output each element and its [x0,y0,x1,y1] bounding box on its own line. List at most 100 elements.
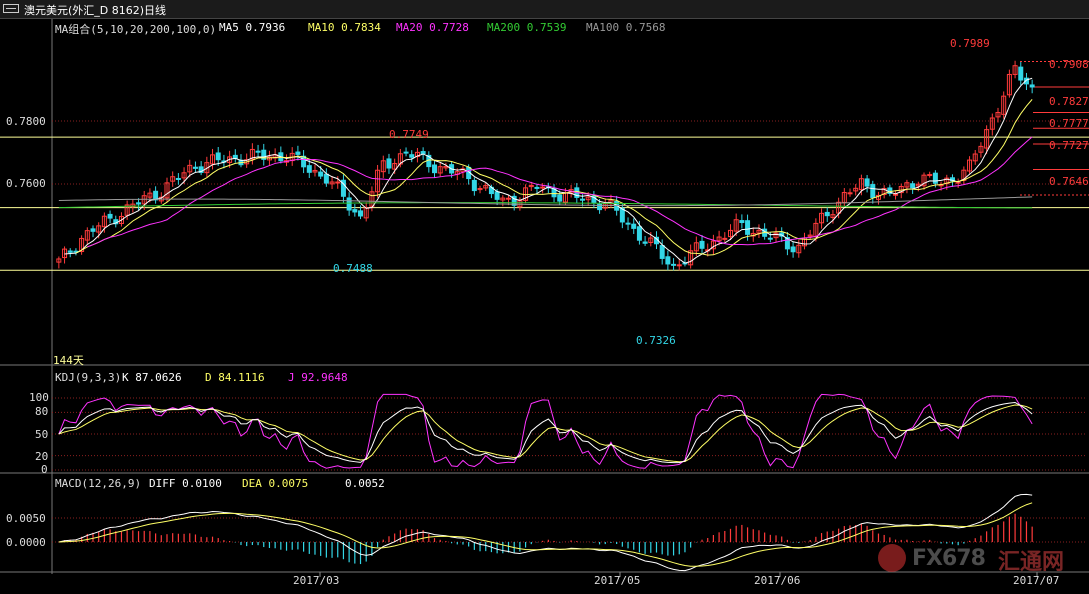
level-label: 0.7908 [1049,58,1089,71]
candle [96,225,102,233]
candle [215,152,221,161]
candle [147,192,153,198]
macd-tick: 0.0000 [6,536,46,549]
candle [893,193,899,196]
candle [175,177,181,180]
candle [301,155,307,168]
candle [699,240,705,249]
candle [266,156,272,161]
kdj-j-legend: J 92.9648 [288,371,348,384]
candle [255,150,261,153]
window-icon[interactable] [3,4,19,13]
level-label: 0.7646 [1049,175,1089,188]
candle [506,197,512,200]
candle [187,164,193,173]
kdj-k-line [58,401,1033,464]
x-tick: 2017/06 [754,574,801,587]
candle [375,169,381,193]
x-tick: 2017/07 [1013,574,1060,587]
candle [858,178,864,191]
top-annotation: 0.7989 [950,37,990,50]
period-annotation: 144天 [53,354,84,367]
candle [335,181,341,184]
candle [67,250,73,253]
candle [227,156,233,163]
candle [107,213,113,219]
candle [665,256,671,265]
candle [932,172,938,184]
candle [437,166,443,174]
candle [972,153,978,162]
kdj-legend-name: KDJ(9,3,3) [55,371,122,384]
candle [483,185,489,189]
candle [642,241,648,244]
ma5-line [64,77,1033,264]
level-label: 0.7827 [1049,95,1089,108]
candle [295,151,301,155]
candle [813,222,819,238]
candle [881,188,887,196]
price-tick: 0.7800 [6,115,46,128]
candle [358,210,364,217]
candle [432,164,438,174]
candle [693,242,699,252]
candle [477,187,483,191]
candle [84,230,90,241]
candle [927,174,933,177]
candle [756,229,762,234]
candle [984,129,990,149]
ma200-line [58,202,1033,209]
candle [136,202,142,205]
candle [192,166,198,169]
candle [352,209,358,213]
candle [101,215,107,228]
candle [921,174,927,187]
macd-dea-line [58,502,1033,567]
x-tick: 2017/03 [293,574,340,587]
candle [312,169,318,173]
candle [164,182,170,199]
macd-diff-legend: DIFF 0.0100 [149,477,222,490]
candle [56,258,62,263]
fx678-logo-icon [878,544,906,572]
candle [1001,95,1007,115]
candle [745,220,751,235]
candle [557,194,563,202]
candle [625,222,631,225]
candle [1029,84,1035,88]
candle [318,171,324,177]
candle [323,173,329,184]
candle [722,237,728,240]
candle [790,246,796,253]
level-label: 0.7727 [1049,139,1089,152]
candle [380,160,386,173]
candle [494,191,500,200]
window-title: 澳元美元(外汇_D 8162)日线 [24,4,167,17]
candle [989,117,995,130]
candle [386,158,392,169]
chart-canvas[interactable] [0,19,1089,594]
candle [688,250,694,266]
candle [659,245,665,259]
candle [130,203,136,208]
macd-legend-name: MACD(12,26,9) [55,477,142,490]
candle [784,237,790,250]
candle [631,223,637,229]
candle [511,195,517,206]
watermark-text: FX678 [912,546,986,571]
candle [1006,73,1012,96]
kdj-d-legend: D 84.1116 [205,371,265,384]
macd-dea-legend: DEA 0.0075 [242,477,309,490]
kdj-d-line [58,404,1033,463]
candle [198,166,204,173]
candle [870,184,876,198]
candle [585,196,591,201]
ma10-legend: MA10 0.7834 [308,21,381,34]
watermark-cn: 汇通网 [998,550,1065,575]
candle [79,237,85,253]
candle [1012,65,1018,75]
candle [830,214,836,219]
candle [90,228,96,232]
ma20-line [87,136,1033,248]
macd-tick: 0.0050 [6,512,46,525]
